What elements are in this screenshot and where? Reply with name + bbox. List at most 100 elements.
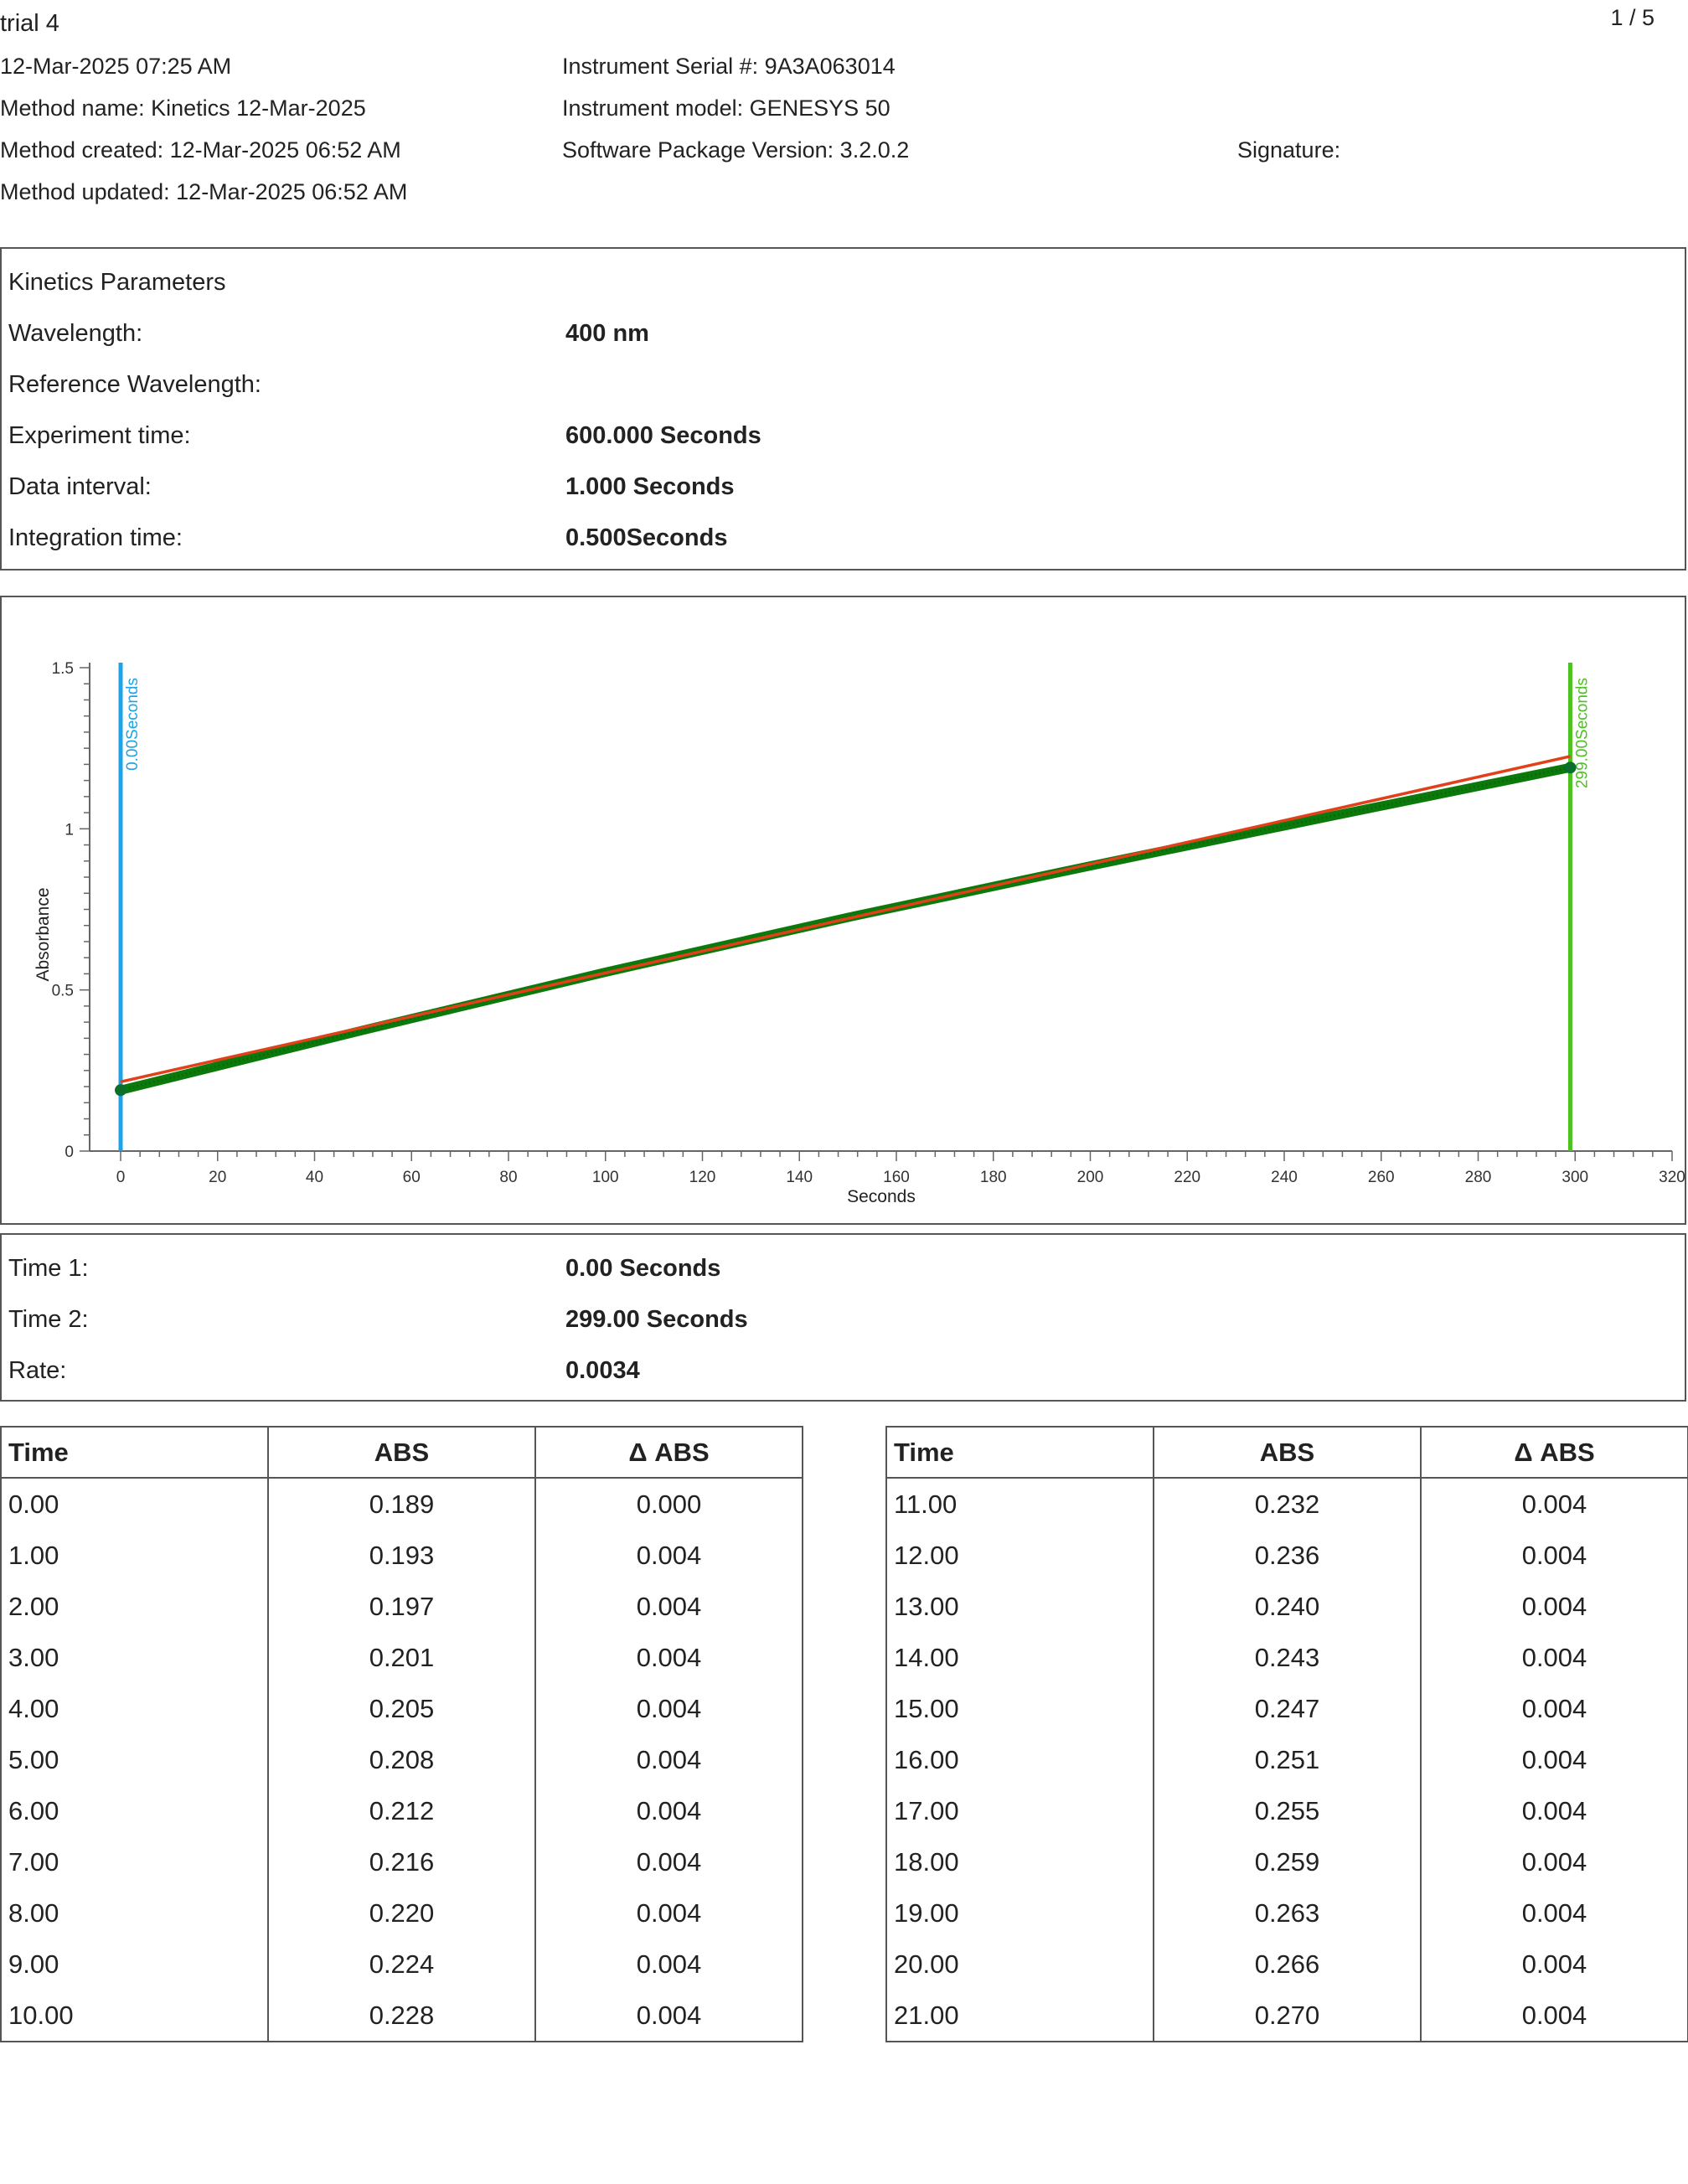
param-label: Data interval: <box>8 473 152 500</box>
cell-abs: 0.247 <box>1153 1683 1422 1734</box>
table-row: 12.00 0.236 0.004 <box>885 1530 1688 1581</box>
cell-abs: 0.228 <box>267 1990 536 2042</box>
cell-delta-abs: 0.004 <box>534 1887 803 1939</box>
instrument-serial: Instrument Serial #: 9A3A063014 <box>562 54 896 79</box>
y-tick-label: 0.5 <box>52 983 74 1000</box>
cell-abs: 0.212 <box>267 1785 536 1836</box>
data-table-left: Time ABS Δ ABS 0.00 0.189 0.000 1.00 0.193 0.… <box>0 1426 803 2042</box>
x-tick-label: 60 <box>403 1169 421 1186</box>
x-tick-label: 20 <box>209 1169 226 1186</box>
cell-time: 11.00 <box>885 1478 1154 1530</box>
param-label: Experiment time: <box>8 422 191 449</box>
y-tick-label: 1.5 <box>52 660 74 678</box>
cell-abs: 0.224 <box>267 1939 536 1990</box>
param-label: Wavelength: <box>8 320 143 347</box>
parameters-title: Kinetics Parameters <box>8 269 226 296</box>
cell-delta-abs: 0.004 <box>534 1683 803 1734</box>
cell-abs: 0.205 <box>267 1683 536 1734</box>
method-created: Method created: 12-Mar-2025 06:52 AM <box>0 137 401 163</box>
cell-time: 21.00 <box>885 1990 1154 2042</box>
cell-abs: 0.193 <box>267 1530 536 1581</box>
cell-abs: 0.220 <box>267 1887 536 1939</box>
page-number: 1 / 5 <box>1610 5 1654 30</box>
cell-delta-abs: 0.004 <box>1420 1990 1688 2042</box>
cell-abs: 0.255 <box>1153 1785 1422 1836</box>
cell-time: 1.00 <box>0 1530 269 1581</box>
method-name: Method name: Kinetics 12-Mar-2025 <box>0 96 366 121</box>
x-tick-label: 100 <box>592 1169 619 1186</box>
cell-time: 6.00 <box>0 1785 269 1836</box>
table-row: 3.00 0.201 0.004 <box>0 1632 803 1683</box>
table-row: 17.00 0.255 0.004 <box>885 1785 1688 1836</box>
cell-abs: 0.251 <box>1153 1734 1422 1785</box>
cell-delta-abs: 0.004 <box>534 1836 803 1887</box>
param-value: 1.000 Seconds <box>565 473 735 500</box>
cell-abs: 0.263 <box>1153 1887 1422 1939</box>
table-row: 20.00 0.266 0.004 <box>885 1939 1688 1990</box>
cell-abs: 0.243 <box>1153 1632 1422 1683</box>
cell-delta-abs: 0.004 <box>1420 1478 1688 1530</box>
x-tick-label: 140 <box>786 1169 813 1186</box>
cell-time: 18.00 <box>885 1836 1154 1887</box>
signature-label: Signature: <box>1237 137 1341 163</box>
cell-abs: 0.197 <box>267 1581 536 1632</box>
time1-point <box>115 1084 126 1097</box>
cell-delta-abs: 0.004 <box>1420 1734 1688 1785</box>
column-header-delta-abs: Δ ABS <box>1420 1426 1688 1479</box>
table-row: 0.00 0.189 0.000 <box>0 1478 803 1530</box>
cell-time: 15.00 <box>885 1683 1154 1734</box>
x-tick-label: 0 <box>116 1169 126 1186</box>
table-row: 11.00 0.232 0.004 <box>885 1478 1688 1530</box>
param-value: 400 nm <box>565 320 649 347</box>
x-tick-label: 260 <box>1368 1169 1395 1186</box>
column-header-abs: ABS <box>267 1426 536 1479</box>
table-row: 7.00 0.216 0.004 <box>0 1836 803 1887</box>
param-label: Integration time: <box>8 524 183 551</box>
x-tick-label: 120 <box>689 1169 716 1186</box>
data-table-right: Time ABS Δ ABS 11.00 0.232 0.004 12.00 0.236… <box>885 1426 1688 2042</box>
y-axis-label: Absorbance <box>34 887 53 981</box>
cell-time: 3.00 <box>0 1632 269 1683</box>
x-axis-label: Seconds <box>847 1187 916 1206</box>
cell-abs: 0.236 <box>1153 1530 1422 1581</box>
x-tick-label: 80 <box>499 1169 517 1186</box>
method-updated: Method updated: 12-Mar-2025 06:52 AM <box>0 179 408 204</box>
column-header-time: Time <box>0 1426 269 1479</box>
cell-abs: 0.266 <box>1153 1939 1422 1990</box>
cell-time: 7.00 <box>0 1836 269 1887</box>
kinetics-chart-panel: 0 20 40 60 80 100 120 140 160 180 200 220 240 260 280 3… <box>0 596 1686 1225</box>
cell-delta-abs: 0.004 <box>534 1632 803 1683</box>
param-value: 600.000 Seconds <box>565 422 761 449</box>
cell-abs: 0.270 <box>1153 1990 1422 2042</box>
param-label: Reference Wavelength: <box>8 371 261 398</box>
table-row: 15.00 0.247 0.004 <box>885 1683 1688 1734</box>
column-header-time: Time <box>885 1426 1154 1479</box>
y-tick-label: 1 <box>65 821 74 839</box>
table-row: 10.00 0.228 0.004 <box>0 1990 803 2042</box>
cell-delta-abs: 0.004 <box>1420 1887 1688 1939</box>
result-value: 299.00 Seconds <box>565 1306 748 1333</box>
cell-delta-abs: 0.004 <box>1420 1632 1688 1683</box>
cell-delta-abs: 0.004 <box>534 1734 803 1785</box>
x-tick-label: 200 <box>1077 1169 1104 1186</box>
result-value: 0.0034 <box>565 1357 640 1384</box>
cell-delta-abs: 0.000 <box>534 1478 803 1530</box>
x-tick-label: 160 <box>883 1169 910 1186</box>
x-tick-label: 220 <box>1174 1169 1200 1186</box>
column-header-abs: ABS <box>1153 1426 1422 1479</box>
instrument-model: Instrument model: GENESYS 50 <box>562 96 890 121</box>
table-row: 8.00 0.220 0.004 <box>0 1887 803 1939</box>
cell-abs: 0.240 <box>1153 1581 1422 1632</box>
cell-delta-abs: 0.004 <box>1420 1581 1688 1632</box>
cell-time: 0.00 <box>0 1478 269 1530</box>
time1-marker-label: 0.00Seconds <box>124 678 142 771</box>
cell-abs: 0.216 <box>267 1836 536 1887</box>
x-tick-label: 180 <box>980 1169 1007 1186</box>
cell-delta-abs: 0.004 <box>534 1530 803 1581</box>
absorbance-data-series <box>116 762 1575 1095</box>
cell-abs: 0.201 <box>267 1632 536 1683</box>
cell-delta-abs: 0.004 <box>1420 1785 1688 1836</box>
cell-time: 14.00 <box>885 1632 1154 1683</box>
linear-fit-line <box>120 755 1571 1084</box>
cell-abs: 0.232 <box>1153 1478 1422 1530</box>
